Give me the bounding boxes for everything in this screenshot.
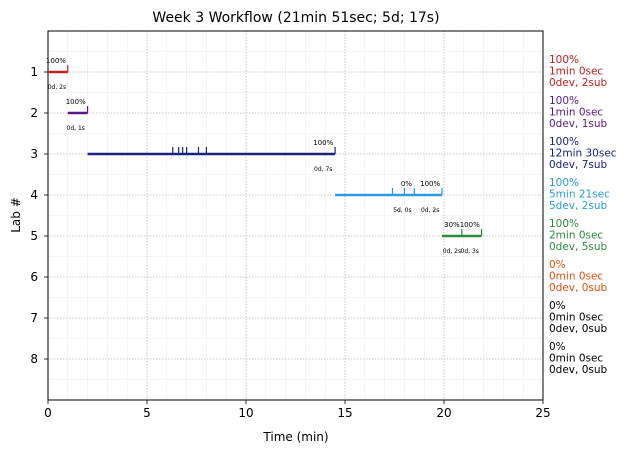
submission-annotation: 0d, 2s <box>421 207 439 214</box>
lab-summary-line: 0dev, 5sub <box>549 241 608 253</box>
lab-summary-line: 100% <box>549 54 579 66</box>
lab-summary-line: 0min 0sec <box>549 353 603 365</box>
progress-annotation: 100% <box>46 57 66 65</box>
lab-summary-line: 0% <box>549 300 566 312</box>
lab-summary-line: 0min 0sec <box>549 312 603 324</box>
lab-summary-line: 1min 0sec <box>549 66 603 78</box>
progress-annotation: 30% <box>444 221 460 229</box>
lab-summary-line: 0dev, 0sub <box>549 364 608 376</box>
submission-annotation: 0d, 3s <box>461 248 479 255</box>
progress-annotation: 100% <box>66 98 86 106</box>
lab-summary-line: 0% <box>549 341 566 353</box>
x-tick-label: 0 <box>44 406 52 420</box>
y-tick-label: 2 <box>30 106 38 120</box>
lab-summary-line: 100% <box>549 218 579 230</box>
x-tick-label: 5 <box>143 406 151 420</box>
lab-summary-line: 0dev, 2sub <box>549 77 608 89</box>
lab-summary-line: 100% <box>549 95 579 107</box>
lab-summary-line: 0dev, 1sub <box>549 118 608 130</box>
lab-summary-line: 100% <box>549 136 579 148</box>
progress-annotation: 100% <box>460 221 480 229</box>
lab-summary-line: 0% <box>549 259 566 271</box>
x-tick-label: 25 <box>535 406 550 420</box>
plot-frame <box>47 30 544 401</box>
lab-summary-line: 5dev, 2sub <box>549 200 608 212</box>
progress-annotation: 100% <box>420 180 440 188</box>
y-tick-label: 7 <box>30 311 38 325</box>
progress-annotation: 100% <box>313 139 333 147</box>
x-tick-label: 10 <box>238 406 253 420</box>
y-tick-label: 4 <box>30 188 38 202</box>
submission-annotation: 0d, 2s <box>443 248 461 255</box>
lab-summary-line: 12min 30sec <box>549 148 617 160</box>
lab-summary-line: 1min 0sec <box>549 107 603 119</box>
x-tick-label: 20 <box>436 406 451 420</box>
y-tick-label: 5 <box>30 229 38 243</box>
lab-summary-line: 100% <box>549 177 579 189</box>
y-axis-label: Lab # <box>9 197 23 233</box>
y-tick-label: 1 <box>30 65 38 79</box>
lab-summary-line: 0dev, 7sub <box>549 159 608 171</box>
progress-annotation: 0% <box>401 180 412 188</box>
submission-annotation: 5d, 0s <box>393 207 411 214</box>
y-tick-label: 8 <box>30 352 38 366</box>
submission-annotation: 0d, 1s <box>67 125 85 132</box>
lab-summary-line: 2min 0sec <box>549 230 603 242</box>
chart-title: Week 3 Workflow (21min 51sec; 5d; 17s) <box>152 10 439 26</box>
x-axis-label: Time (min) <box>262 430 328 444</box>
y-tick-label: 6 <box>30 270 38 284</box>
submission-annotation: 0d, 2s <box>48 84 66 91</box>
x-tick-label: 15 <box>337 406 352 420</box>
y-tick-label: 3 <box>30 147 38 161</box>
lab-summary-line: 0dev, 0sub <box>549 323 608 335</box>
submission-annotation: 0d, 7s <box>314 166 332 173</box>
lab-summary-line: 5min 21sec <box>549 189 610 201</box>
lab-summary-line: 0dev, 0sub <box>549 282 608 294</box>
lab-summary-line: 0min 0sec <box>549 271 603 283</box>
